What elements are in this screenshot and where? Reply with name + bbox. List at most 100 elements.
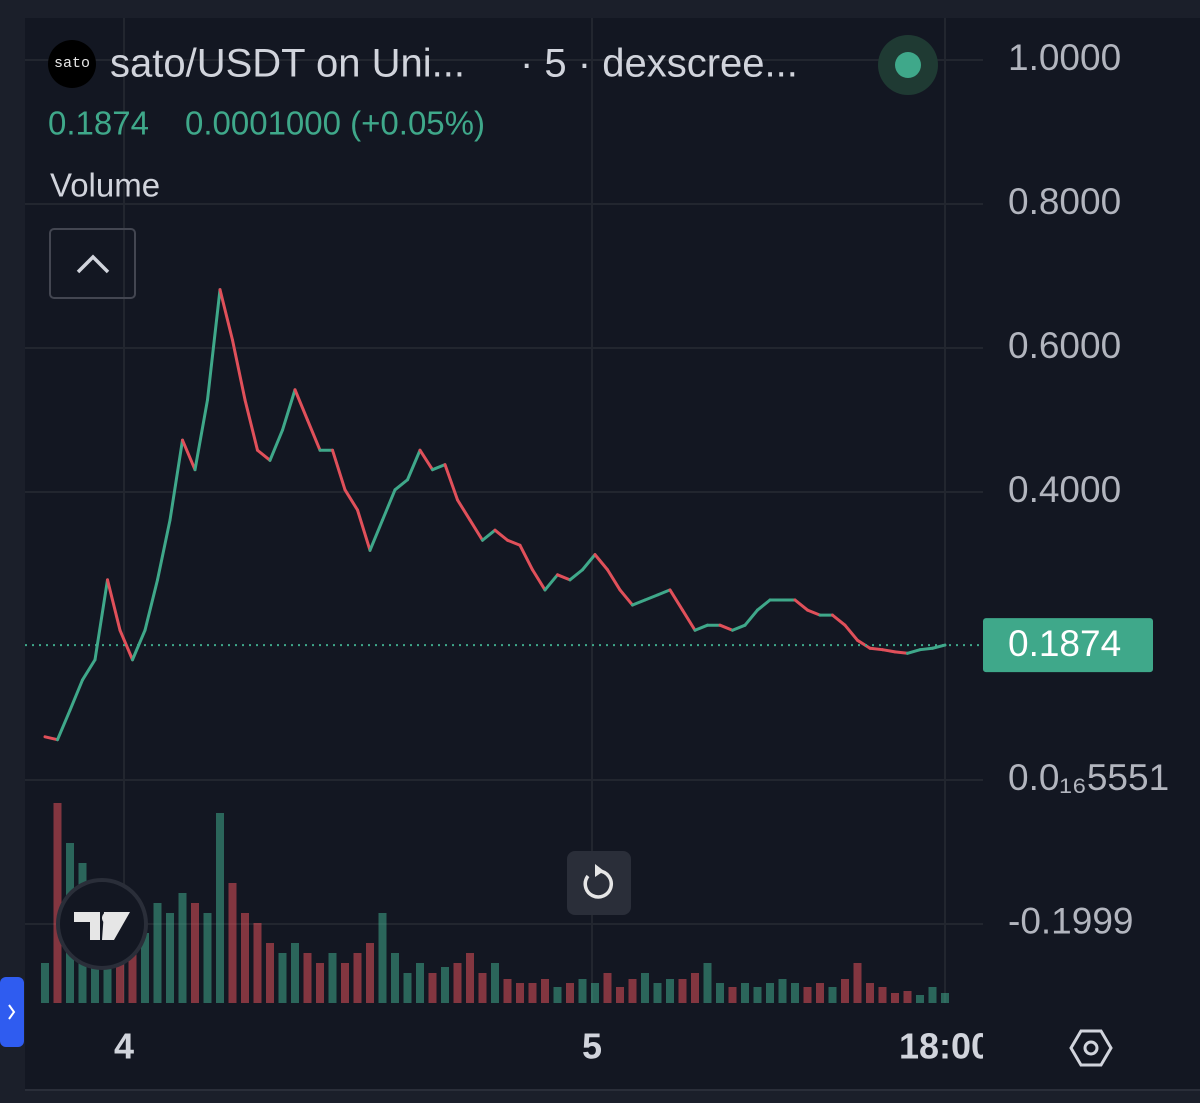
- price-segment: [656, 588, 672, 597]
- price-segment: [406, 448, 422, 482]
- price-segment: [106, 578, 122, 632]
- logo-text: sato: [54, 55, 90, 72]
- price-segment: [856, 638, 872, 650]
- price-segment: [493, 528, 509, 542]
- price-segment: [331, 448, 347, 492]
- volume-bar: [778, 979, 787, 1003]
- volume-bar: [366, 943, 374, 1003]
- x-tick-label: 5: [582, 1026, 602, 1067]
- price-segment: [693, 623, 709, 632]
- price-segment: [418, 448, 434, 472]
- price-segment: [506, 538, 522, 547]
- price-segment: [256, 448, 272, 462]
- price-segment: [381, 488, 397, 522]
- price-segment: [868, 646, 884, 652]
- reset-button[interactable]: [567, 851, 631, 915]
- price-segment: [206, 288, 222, 402]
- volume-bar: [791, 983, 799, 1003]
- price-segment: [481, 528, 497, 542]
- price-segment: [456, 498, 472, 522]
- y-tick-label: 0.0₁₆5551: [1008, 757, 1169, 798]
- volume-bar: [903, 991, 912, 1003]
- price-segment: [243, 398, 259, 452]
- volume-bar: [541, 979, 549, 1003]
- volume-bar: [153, 903, 162, 1003]
- price-segment: [568, 568, 584, 582]
- volume-bar: [266, 943, 274, 1003]
- volume-bar: [53, 803, 62, 1003]
- price-segment: [368, 518, 384, 552]
- price-segment: [881, 648, 897, 654]
- status-dot: [895, 52, 921, 78]
- volume-bar: [216, 813, 224, 1003]
- price-segment: [68, 678, 84, 712]
- volume-bar: [503, 979, 512, 1003]
- volume-bar: [716, 983, 724, 1003]
- volume-bar: [278, 953, 287, 1003]
- volume-bar: [628, 979, 637, 1003]
- price-segment: [793, 598, 809, 612]
- volume-bar: [741, 983, 749, 1003]
- volume-bar: [528, 983, 537, 1003]
- price-segment: [156, 518, 172, 582]
- x-tick-label: 18:00: [899, 1026, 991, 1067]
- price-segment: [56, 708, 72, 742]
- price-segment: [593, 553, 609, 572]
- collapse-button[interactable]: [49, 228, 136, 299]
- volume-bar: [478, 973, 487, 1003]
- volume-bar: [178, 893, 187, 1003]
- price-segment: [193, 398, 209, 472]
- y-tick-label: 1.0000: [1008, 37, 1121, 78]
- tv-logo-dot: [102, 912, 114, 924]
- price-segment: [531, 568, 547, 592]
- volume-bar: [466, 953, 474, 1003]
- volume-bar: [566, 983, 574, 1003]
- logo: [48, 40, 96, 88]
- volume-bar: [753, 987, 762, 1003]
- volume-bar: [828, 987, 837, 1003]
- price-segment: [293, 388, 309, 422]
- volume-bar: [328, 953, 337, 1003]
- volume-bar: [653, 983, 662, 1003]
- volume-bar: [603, 973, 612, 1003]
- volume-bar: [703, 963, 712, 1003]
- x-axis-labels: 4 5 18:00: [114, 1026, 991, 1067]
- axes: 1.0000 0.8000 0.6000 0.4000 0.0₁₆5551 -0.1999…: [114, 37, 1169, 1067]
- y-tick-label: 0.6000: [1008, 325, 1121, 366]
- settings-icon[interactable]: [1069, 1029, 1113, 1067]
- price-segment: [168, 438, 184, 522]
- volume-bar: [491, 963, 499, 1003]
- price-segment: [343, 488, 359, 512]
- side-tab[interactable]: [0, 977, 24, 1047]
- price-segment: [518, 543, 534, 572]
- volume-bar: [291, 943, 299, 1003]
- volume-bar: [141, 933, 149, 1003]
- price-segment: [181, 438, 197, 472]
- volume-bar: [678, 979, 687, 1003]
- volume-bar: [453, 963, 462, 1003]
- price-segment: [618, 588, 634, 607]
- volume-bar: [228, 883, 237, 1003]
- volume-bar: [691, 973, 699, 1003]
- price-segment: [843, 623, 859, 642]
- price-segment: [731, 623, 747, 632]
- tv-logo-mark: [74, 912, 130, 940]
- price-segment: [443, 463, 459, 502]
- volume-bar: [591, 983, 599, 1003]
- volume-bar: [516, 983, 524, 1003]
- volume-bar: [666, 979, 674, 1003]
- tv-logo[interactable]: [56, 878, 148, 970]
- last-price: 0.1874: [48, 105, 149, 142]
- y-tick-label: 0.4000: [1008, 469, 1121, 510]
- chart-subtitle: · 5 · dexscree...: [520, 42, 798, 86]
- volume-bar: [341, 963, 349, 1003]
- volume-bar: [928, 987, 937, 1003]
- volume-bar: [941, 993, 949, 1003]
- volume-bar: [878, 987, 887, 1003]
- price-segment: [43, 735, 59, 742]
- volume-bar: [191, 903, 199, 1003]
- price-segment: [681, 608, 697, 632]
- volume-bar: [253, 923, 262, 1003]
- volume-bar: [766, 983, 774, 1003]
